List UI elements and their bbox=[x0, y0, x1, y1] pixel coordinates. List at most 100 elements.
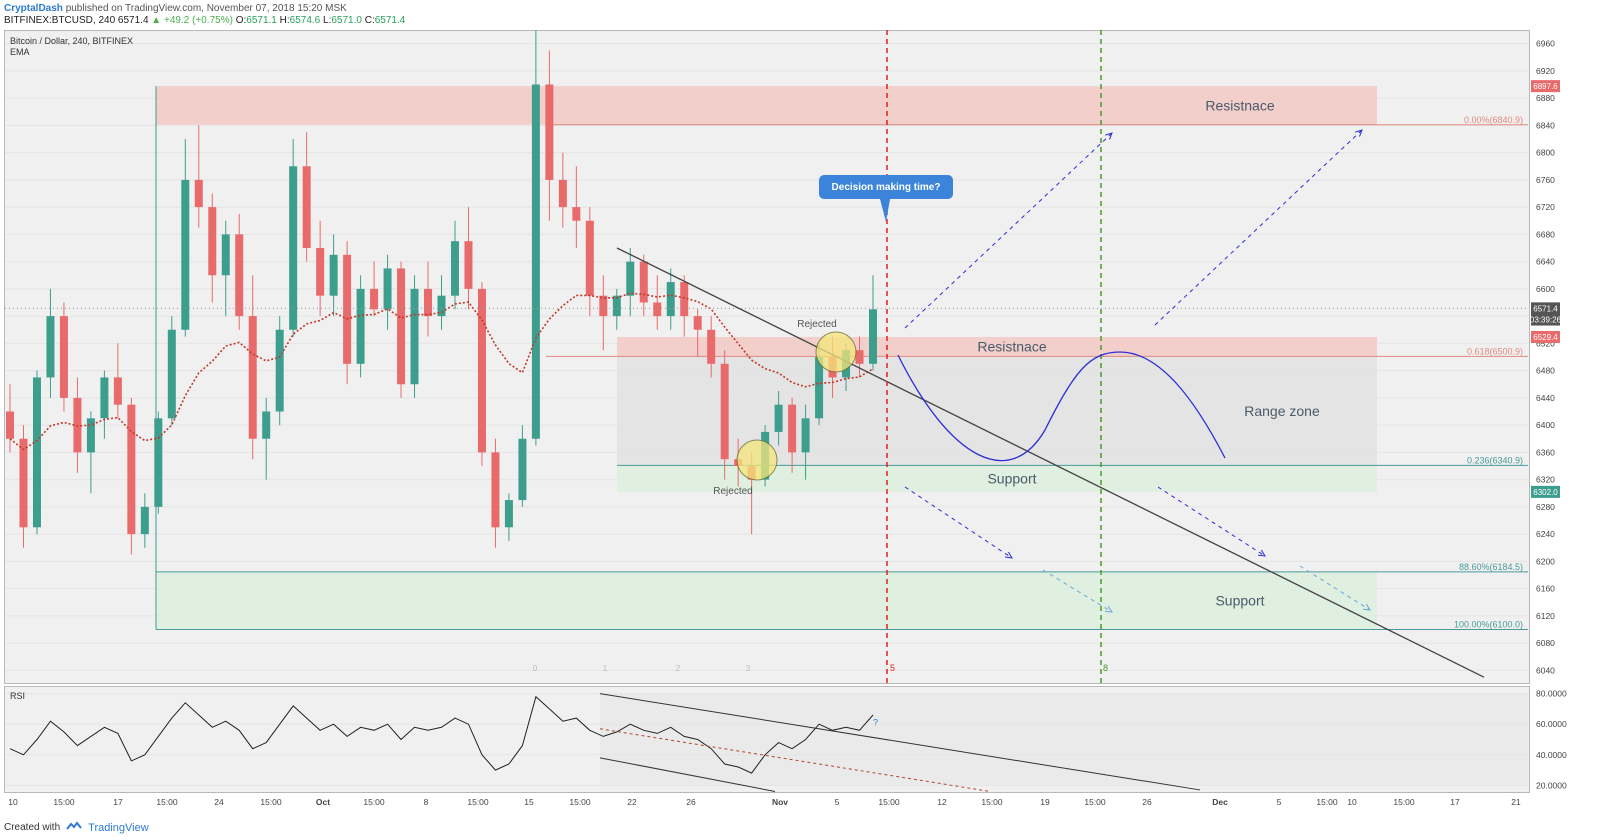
time-tick: 15:00 bbox=[467, 797, 489, 807]
rsi-tick: 80.0000 bbox=[1536, 689, 1567, 699]
candle-body bbox=[329, 254, 338, 296]
candle-body bbox=[316, 248, 325, 296]
candle-body bbox=[302, 166, 311, 248]
price-tick: 6760 bbox=[1536, 175, 1555, 185]
time-tick: 15:00 bbox=[156, 797, 178, 807]
rsi-tick: 40.0000 bbox=[1536, 750, 1567, 760]
price-axis[interactable] bbox=[1530, 30, 1600, 684]
zone-label: Support bbox=[987, 471, 1036, 487]
callout-pointer bbox=[880, 199, 890, 222]
candle-body bbox=[181, 179, 190, 330]
rsi-channel-top bbox=[599, 693, 1201, 791]
time-tick: 17 bbox=[113, 797, 123, 807]
candle-body bbox=[208, 207, 217, 276]
projection-arrow bbox=[904, 486, 1013, 559]
candle-body bbox=[477, 288, 486, 453]
price-tick: 6160 bbox=[1536, 584, 1555, 594]
time-tick: 5 bbox=[1277, 797, 1282, 807]
time-tick: 15:00 bbox=[569, 797, 591, 807]
candle-body bbox=[46, 316, 55, 378]
low-label: L: bbox=[323, 15, 332, 26]
candle-body bbox=[59, 316, 68, 398]
price-tag-text: 6302.0 bbox=[1533, 488, 1558, 497]
ema-line bbox=[9, 292, 874, 451]
time-axis[interactable] bbox=[4, 793, 1530, 811]
time-tick: 17 bbox=[1450, 797, 1460, 807]
time-tick: 15:00 bbox=[363, 797, 385, 807]
candle-body bbox=[491, 452, 500, 528]
candle-body bbox=[127, 404, 136, 535]
time-tick: 15 bbox=[524, 797, 534, 807]
tradingview-brand[interactable]: TradingView bbox=[88, 821, 149, 834]
price-tag-text: 03:39:26 bbox=[1530, 316, 1562, 325]
high-value: 6574.6 bbox=[289, 15, 321, 26]
ohlc-header: BITFINEX:BTCUSD, 240 6571.4 ▲ +49.2 (+0.… bbox=[4, 15, 405, 27]
projection-arrow bbox=[1157, 486, 1266, 557]
low-value: 6571.0 bbox=[331, 15, 362, 26]
time-tick: 26 bbox=[686, 797, 696, 807]
open-label: O: bbox=[235, 15, 247, 26]
candle-body bbox=[235, 234, 244, 317]
price-tick: 6440 bbox=[1536, 393, 1555, 403]
candle-body bbox=[680, 282, 689, 317]
time-tick: Nov bbox=[772, 797, 788, 807]
publish-date: published on TradingView.com, November 0… bbox=[65, 3, 347, 14]
candle-body bbox=[639, 261, 648, 303]
time-tick: 21 bbox=[1511, 797, 1521, 807]
price-tick: 6640 bbox=[1536, 257, 1555, 267]
rsi-question: ? bbox=[873, 718, 878, 728]
time-tick: 24 bbox=[214, 797, 224, 807]
candle-body bbox=[801, 418, 810, 453]
arrow-head bbox=[1355, 129, 1363, 137]
time-tick: 15:00 bbox=[260, 797, 282, 807]
tradingview-logo-icon[interactable] bbox=[66, 821, 82, 834]
zone-label: Resistnace bbox=[1205, 97, 1274, 113]
rsi-channel-bottom bbox=[599, 757, 776, 792]
candle-body bbox=[612, 295, 621, 317]
time-tick: 15:00 bbox=[53, 797, 75, 807]
candle-body bbox=[693, 316, 702, 330]
bar-counter: 1 bbox=[603, 664, 608, 673]
candle-body bbox=[383, 268, 392, 310]
price-tick: 6200 bbox=[1536, 556, 1555, 566]
arrow-head bbox=[1257, 549, 1266, 557]
close-value: 6571.4 bbox=[374, 15, 406, 26]
candle-body bbox=[450, 241, 459, 296]
candle-body bbox=[370, 288, 379, 310]
candle-body bbox=[73, 397, 82, 453]
publish-info: CryptalDash published on TradingView.com… bbox=[4, 3, 347, 15]
author-link[interactable]: CryptalDash bbox=[4, 3, 63, 14]
bar-counter: 0 bbox=[533, 664, 538, 673]
close-label: C: bbox=[364, 15, 375, 26]
candle-body bbox=[774, 404, 783, 432]
candle-body bbox=[86, 418, 95, 453]
price-tick: 6840 bbox=[1536, 120, 1555, 130]
price-tick: 6120 bbox=[1536, 611, 1555, 621]
callout-text: Decision making time? bbox=[832, 182, 941, 193]
projection-arrow bbox=[1299, 565, 1371, 611]
price-tick: 6680 bbox=[1536, 229, 1555, 239]
price-tick: 6600 bbox=[1536, 284, 1555, 294]
candle-body bbox=[154, 418, 163, 507]
price-tick: 6280 bbox=[1536, 502, 1555, 512]
candle-body bbox=[356, 288, 365, 364]
candle-body bbox=[545, 84, 554, 180]
legend-title: Bitcoin / Dollar, 240, BITFINEX bbox=[10, 36, 133, 46]
time-tick: 5 bbox=[835, 797, 840, 807]
bar-counter: 2 bbox=[676, 664, 681, 673]
legend-indicator: EMA bbox=[10, 47, 30, 57]
rsi-axis[interactable] bbox=[1530, 686, 1600, 793]
candle-body bbox=[518, 438, 527, 501]
price-tag bbox=[1531, 302, 1560, 315]
projection-curve bbox=[897, 351, 1226, 461]
price-tick: 6720 bbox=[1536, 202, 1555, 212]
price-tick: 6480 bbox=[1536, 366, 1555, 376]
candle-body bbox=[558, 179, 567, 208]
time-tick: 10 bbox=[1347, 797, 1357, 807]
candle-body bbox=[262, 411, 271, 439]
candle-body bbox=[504, 500, 513, 528]
candle-body bbox=[113, 377, 122, 405]
candle-body bbox=[343, 254, 352, 364]
time-tick: 19 bbox=[1040, 797, 1050, 807]
price-tag-text: 6897.6 bbox=[1533, 82, 1558, 91]
